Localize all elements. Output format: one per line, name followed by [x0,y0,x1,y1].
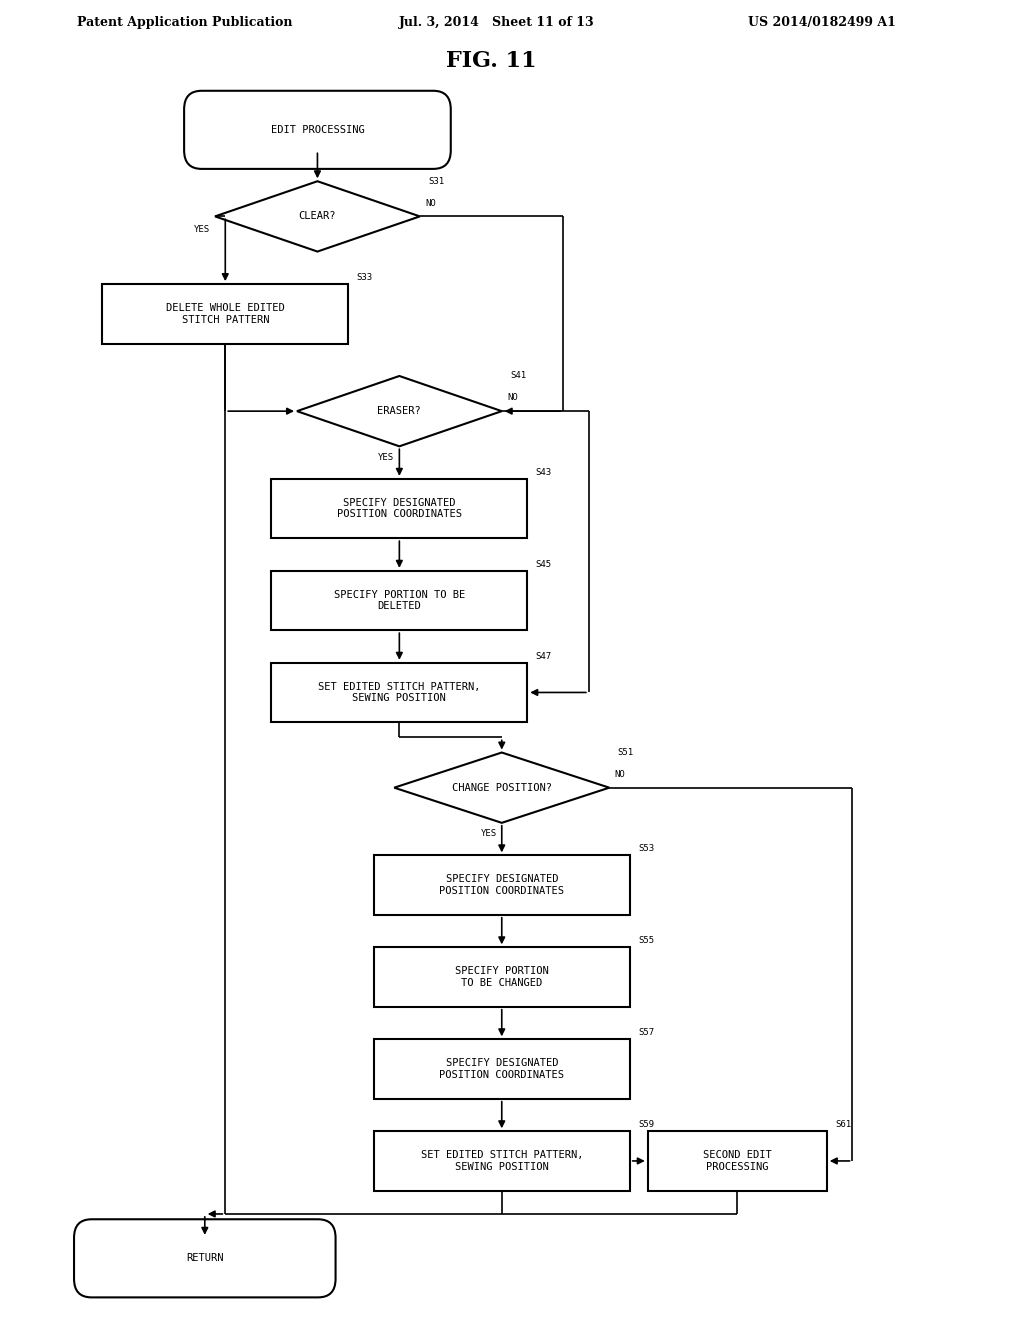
FancyBboxPatch shape [184,91,451,169]
Text: SPECIFY PORTION TO BE
DELETED: SPECIFY PORTION TO BE DELETED [334,590,465,611]
Text: YES: YES [378,453,394,462]
Bar [102,284,348,343]
Text: SECOND EDIT
PROCESSING: SECOND EDIT PROCESSING [702,1150,772,1172]
Bar [374,1131,630,1191]
Polygon shape [394,752,609,822]
Text: YES: YES [480,829,497,838]
Text: SET EDITED STITCH PATTERN,
SEWING POSITION: SET EDITED STITCH PATTERN, SEWING POSITI… [318,681,480,704]
Text: FIG. 11: FIG. 11 [446,50,537,73]
Text: US 2014/0182499 A1: US 2014/0182499 A1 [748,16,895,29]
Text: EDIT PROCESSING: EDIT PROCESSING [270,125,365,135]
Bar [647,1131,826,1191]
Text: S43: S43 [536,467,552,477]
Bar [271,479,527,539]
Text: SPECIFY PORTION
TO BE CHANGED: SPECIFY PORTION TO BE CHANGED [455,966,549,987]
FancyBboxPatch shape [74,1220,336,1298]
Text: NO: NO [614,770,625,779]
Text: SPECIFY DESIGNATED
POSITION COORDINATES: SPECIFY DESIGNATED POSITION COORDINATES [439,874,564,896]
Text: S51: S51 [617,748,634,756]
Text: DELETE WHOLE EDITED
STITCH PATTERN: DELETE WHOLE EDITED STITCH PATTERN [166,304,285,325]
Text: S31: S31 [428,177,444,186]
Text: SPECIFY DESIGNATED
POSITION COORDINATES: SPECIFY DESIGNATED POSITION COORDINATES [337,498,462,519]
Text: NO: NO [425,199,435,207]
Text: RETURN: RETURN [186,1253,223,1263]
Text: CLEAR?: CLEAR? [299,211,336,222]
Text: S59: S59 [638,1121,654,1129]
Bar [271,570,527,630]
Text: S61: S61 [836,1121,851,1129]
Bar [374,1039,630,1098]
Text: CHANGE POSITION?: CHANGE POSITION? [452,783,552,793]
Text: ERASER?: ERASER? [378,407,421,416]
Polygon shape [215,181,420,252]
Bar [374,948,630,1007]
Text: SET EDITED STITCH PATTERN,
SEWING POSITION: SET EDITED STITCH PATTERN, SEWING POSITI… [421,1150,583,1172]
Text: S45: S45 [536,560,552,569]
Text: YES: YES [194,224,210,234]
Text: S47: S47 [536,652,552,660]
Bar [374,855,630,915]
Text: S57: S57 [638,1028,654,1038]
Text: Jul. 3, 2014   Sheet 11 of 13: Jul. 3, 2014 Sheet 11 of 13 [399,16,595,29]
Text: S53: S53 [638,843,654,853]
Text: S55: S55 [638,936,654,945]
Text: Patent Application Publication: Patent Application Publication [77,16,292,29]
Bar [271,663,527,722]
Text: S41: S41 [510,371,526,380]
Polygon shape [297,376,502,446]
Text: S33: S33 [356,273,373,282]
Text: NO: NO [507,393,517,403]
Text: SPECIFY DESIGNATED
POSITION COORDINATES: SPECIFY DESIGNATED POSITION COORDINATES [439,1059,564,1080]
